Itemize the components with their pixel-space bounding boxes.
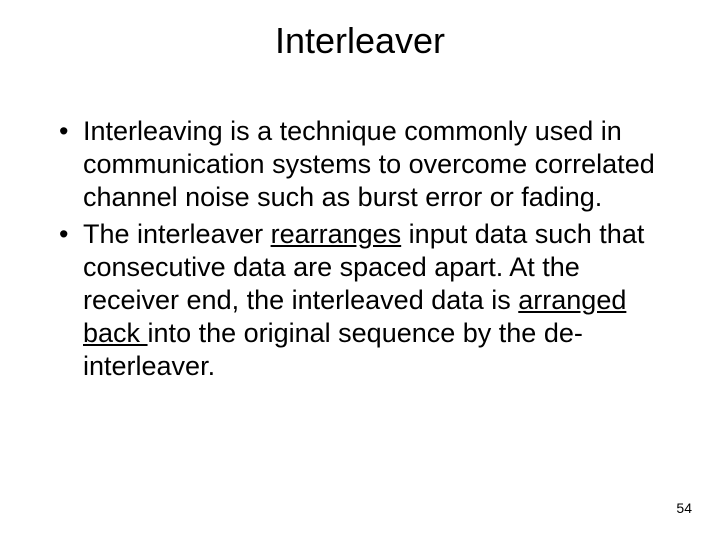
page-number: 54 <box>676 500 692 516</box>
slide-body: Interleaving is a technique commonly use… <box>55 115 665 387</box>
text-segment: The interleaver <box>83 219 271 249</box>
slide: Interleaver Interleaving is a technique … <box>0 0 720 540</box>
bullet-item: The interleaver rearranges input data su… <box>55 218 665 383</box>
bullet-item: Interleaving is a technique commonly use… <box>55 115 665 214</box>
bullet-list: Interleaving is a technique commonly use… <box>55 115 665 383</box>
text-segment: into the original sequence by the de-int… <box>83 318 583 381</box>
text-segment: Interleaving is a technique commonly use… <box>83 116 655 212</box>
text-segment: rearranges <box>271 219 402 249</box>
slide-title: Interleaver <box>0 20 720 62</box>
